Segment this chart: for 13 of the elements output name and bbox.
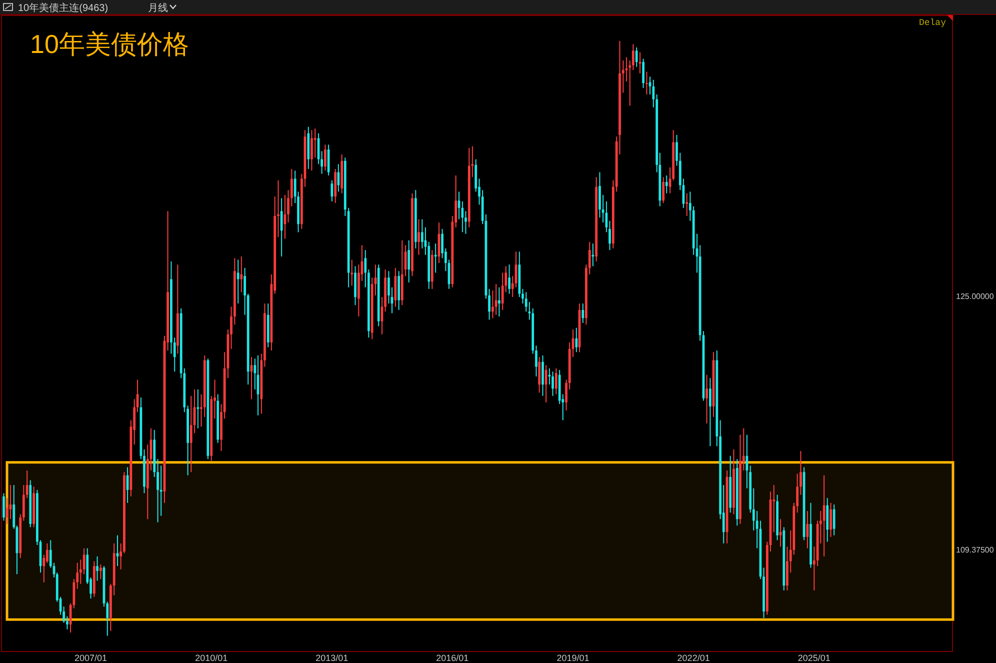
x-tick-label: 2007/01 bbox=[74, 653, 108, 663]
x-tick-label: 2025/01 bbox=[798, 653, 830, 663]
y-tick-label: 109.37500 bbox=[956, 545, 994, 554]
annotation: Delay bbox=[918, 18, 947, 28]
x-tick-label: 2022/01 bbox=[677, 653, 710, 663]
text: 月线 bbox=[148, 2, 168, 14]
text: 10年美债主连(9463) bbox=[18, 2, 108, 14]
x-tick-label: 2010/01 bbox=[195, 653, 228, 663]
x-tick-label: 2013/01 bbox=[316, 653, 348, 663]
x-tick-label: 2019/01 bbox=[556, 653, 590, 663]
y-tick-label: 125.00000 bbox=[956, 292, 994, 302]
text: 10年美债价格 bbox=[30, 29, 189, 59]
x-tick-label: 2016/01 bbox=[436, 653, 469, 663]
